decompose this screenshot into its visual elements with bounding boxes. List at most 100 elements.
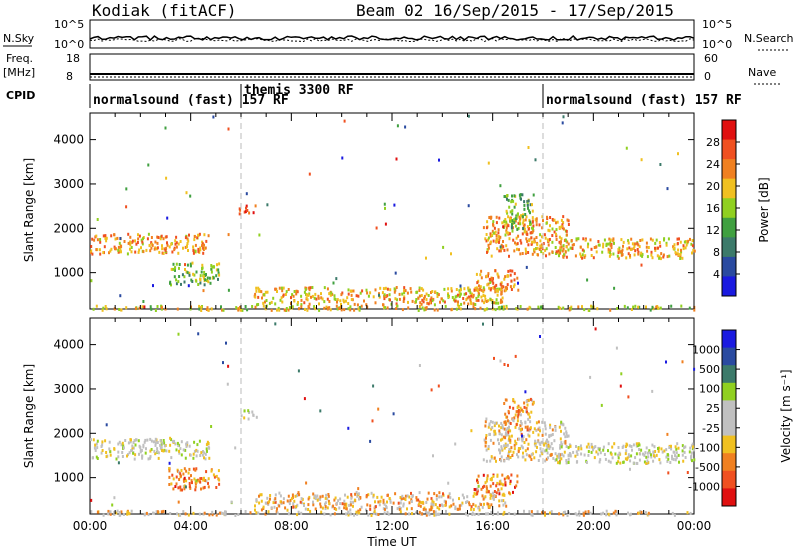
colorbar-tick-label: 25: [706, 402, 720, 415]
time-tick-label: 12:00: [375, 519, 410, 533]
echo-patch: [503, 397, 535, 436]
nsky-tick-top: 10^5: [54, 18, 84, 31]
nsky-panel: N.Sky 10^5 10^0 10^5 10^0 N.Search: [3, 18, 794, 51]
time-axis-label: Time UT: [366, 535, 417, 549]
cpid-segment-label: normalsound (fast) 157 RF: [546, 93, 742, 108]
colorbar-swatch: [722, 382, 736, 401]
colorbar-tick-label: 28: [706, 136, 720, 149]
colorbar-swatch: [722, 198, 736, 219]
colorbar-swatch: [722, 435, 736, 454]
time-tick-label: 08:00: [274, 519, 309, 533]
colorbar-tick-label: 4: [713, 268, 720, 281]
range-tick-label: 4000: [53, 133, 84, 147]
freq-tick-bottom: 8: [66, 70, 73, 83]
colorbar-swatch: [722, 120, 736, 141]
colorbar-tick-label: 16: [706, 202, 720, 215]
time-tick-label: 20:00: [576, 519, 611, 533]
range-tick-label: 2000: [53, 426, 84, 440]
nsearch-trace: [89, 37, 695, 43]
range-tick-label: 4000: [53, 338, 84, 352]
time-tick-label: 00:00: [73, 519, 108, 533]
range-tick-label: 3000: [53, 382, 84, 396]
colorbar-swatch: [722, 237, 736, 258]
freq-units: [MHz]: [3, 66, 35, 79]
colorbar-tick-label: 8: [713, 246, 720, 259]
colorbar-swatch: [722, 256, 736, 277]
time-tick-label: 00:00: [677, 519, 712, 533]
echo-patch: [482, 420, 570, 463]
echo-patch: [473, 473, 519, 499]
velocity-panel: 1000 2000 3000 4000 00:00 04:00 08:00 12:00 16:0…: [22, 317, 712, 549]
power-panel: 1000 2000 3000 4000 Slant Range [km]: [22, 112, 696, 312]
colorbar-tick-label: -500: [695, 461, 720, 474]
colorbar-tick-label: 24: [706, 158, 720, 171]
power-colorbar-label: Power [dB]: [757, 177, 771, 242]
freq-panel: Freq. [MHz] 18 8 60 0 Nave: [3, 52, 780, 85]
range-tick-label: 3000: [53, 177, 84, 191]
echo-patch: [555, 442, 696, 465]
echo-patch: [169, 261, 221, 287]
range-tick-label: 1000: [53, 471, 84, 485]
colorbar-tick-label: -1000: [688, 480, 720, 493]
colorbar-tick-label: 500: [699, 363, 720, 376]
nave-label: Nave: [748, 66, 776, 79]
sparse-echoes: [90, 114, 691, 310]
colorbar-swatch: [722, 217, 736, 238]
velocity-colorbar: Velocity [m s⁻¹] 1000 500 100 25 -25 -100 -500…: [688, 329, 793, 507]
echo-patch: [168, 467, 221, 492]
echo-patch: [253, 286, 506, 307]
colorbar-tick-label: -100: [695, 441, 720, 454]
nsearch-tick-bottom: 10^0: [702, 38, 732, 51]
colorbar-swatch: [722, 330, 736, 349]
colorbar-swatch: [722, 470, 736, 489]
nsky-trace: [89, 34, 695, 41]
range-tick-label: 1000: [53, 266, 84, 280]
power-colorbar: Power [dB] 28 24 20 16 12 8 4: [706, 119, 771, 297]
beam-date-title: Beam 02 16/Sep/2015 - 17/Sep/2015: [356, 1, 674, 20]
colorbar-swatch: [722, 365, 736, 384]
echo-patch: [240, 409, 258, 421]
colorbar-swatch: [722, 488, 736, 507]
echo-patch: [555, 237, 696, 261]
range-tick-label: 2000: [53, 221, 84, 235]
colorbar-swatch: [722, 347, 736, 366]
colorbar-swatch: [722, 139, 736, 160]
nsearch-tick-top: 10^5: [702, 18, 732, 31]
freq-label: Freq.: [6, 52, 33, 65]
nsky-tick-bottom: 10^0: [54, 38, 84, 51]
echo-patch: [254, 491, 508, 512]
power-ylabel: Slant Range [km]: [22, 158, 36, 262]
colorbar-swatch: [722, 276, 736, 297]
nsky-label: N.Sky: [3, 32, 35, 45]
colorbar-swatch: [722, 178, 736, 199]
colorbar-tick-label: 100: [699, 383, 720, 396]
echo-patch: [238, 204, 257, 216]
time-tick-label: 16:00: [475, 519, 510, 533]
colorbar-swatch: [722, 159, 736, 180]
colorbar-tick-label: 12: [706, 224, 720, 237]
echo-patch: [90, 437, 211, 461]
nave-tick-top: 60: [704, 52, 718, 65]
cpid-segment-label: normalsound (fast) 157 RF: [93, 93, 289, 108]
velocity-ylabel: Slant Range [km]: [22, 364, 36, 468]
sparse-echoes: [90, 322, 696, 516]
colorbar-swatch: [722, 418, 736, 437]
cpid-label: CPID: [6, 89, 35, 102]
colorbar-swatch: [722, 400, 736, 419]
echo-patch: [90, 232, 210, 256]
colorbar-tick-label: 20: [706, 180, 720, 193]
station-title: Kodiak (fitACF): [92, 1, 237, 20]
nsearch-label: N.Search: [744, 32, 794, 45]
colorbar-swatch: [722, 453, 736, 472]
echo-patch: [473, 269, 520, 293]
colorbar-tick-label: 1000: [692, 344, 720, 357]
cpid-segment-label: themis 3300 RF: [244, 83, 354, 98]
nave-tick-bottom: 0: [704, 70, 711, 83]
freq-tick-top: 18: [66, 52, 80, 65]
colorbar-tick-label: -25: [702, 422, 720, 435]
echo-patch: [90, 509, 692, 517]
time-tick-label: 04:00: [173, 519, 208, 533]
velocity-colorbar-label: Velocity [m s⁻¹]: [779, 369, 793, 462]
